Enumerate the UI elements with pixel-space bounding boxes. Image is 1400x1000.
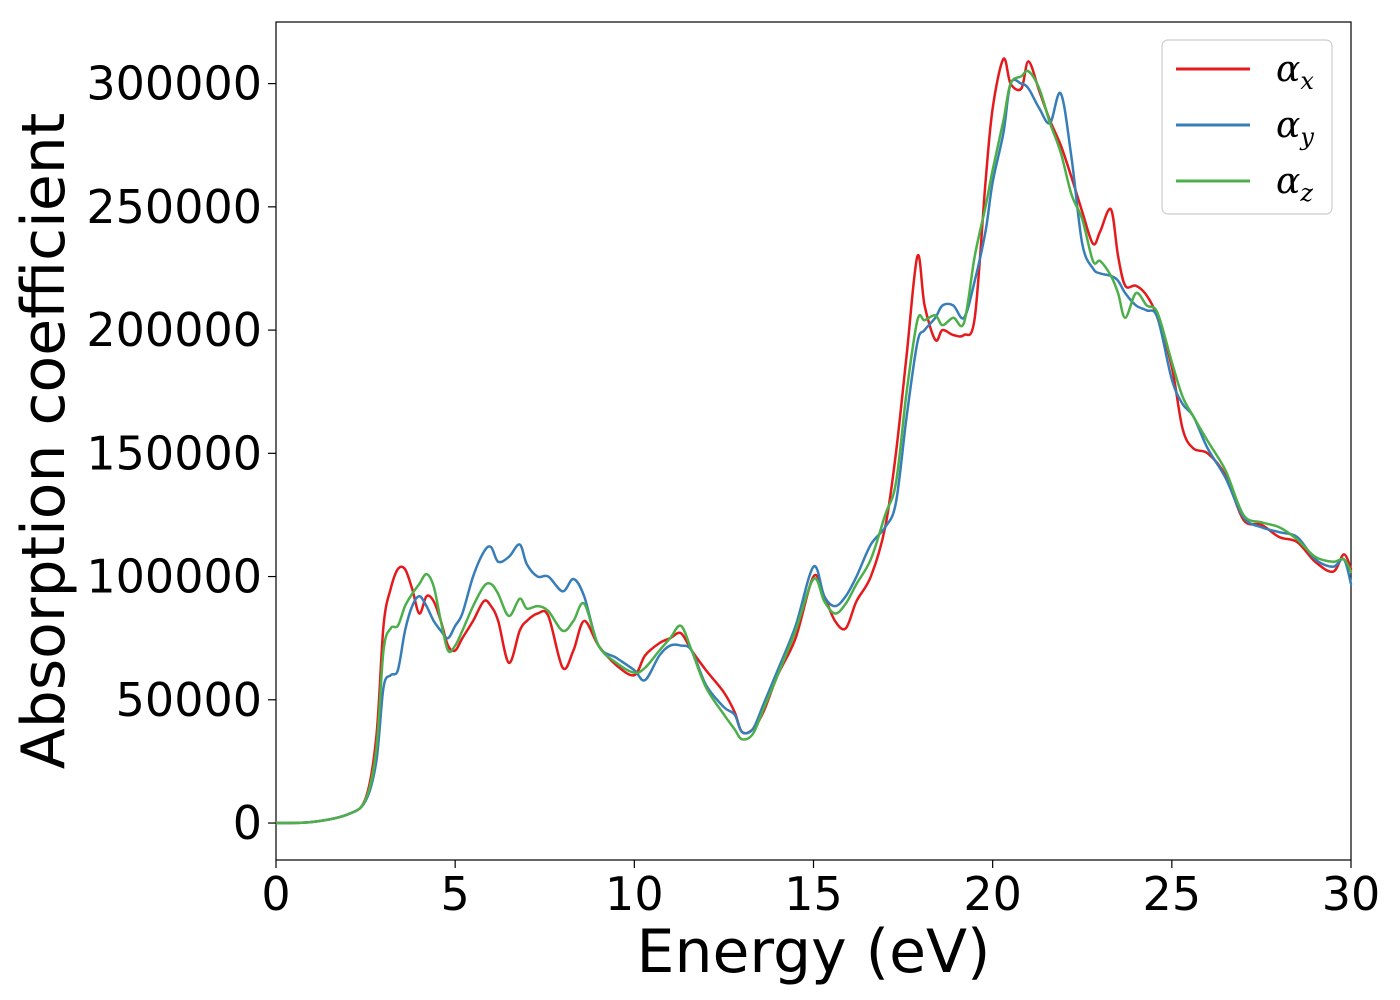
y-axis-ticks: 0 50000 100000 150000 200000 250000 300000: [86, 57, 276, 850]
x-tick-label: 5: [441, 867, 470, 921]
x-axis-label: Energy (eV): [637, 917, 991, 987]
legend-symbol: α: [1276, 105, 1300, 146]
x-tick-label: 0: [261, 867, 290, 921]
series-line-z: [274, 69, 1353, 825]
legend-subscript: y: [1299, 123, 1314, 151]
legend-entry-z: αz: [1276, 161, 1313, 207]
legend-entry-x: αx: [1276, 49, 1314, 95]
legend-subscript: x: [1300, 67, 1314, 95]
y-axis-label: Absorption coefficient: [9, 113, 79, 770]
legend-entry-y: αy: [1276, 105, 1314, 151]
legend-symbol: α: [1276, 49, 1300, 90]
x-tick-label: 15: [784, 867, 843, 921]
legend-box: [1161, 39, 1333, 215]
y-tick-label: 300000: [86, 57, 262, 111]
x-tick-label: 30: [1322, 867, 1381, 921]
legend-subscript: z: [1299, 179, 1313, 207]
y-tick-label: 150000: [86, 426, 262, 480]
legend-symbol: α: [1276, 161, 1300, 202]
series-layer: [274, 57, 1353, 825]
y-tick-label: 200000: [86, 303, 262, 357]
y-tick-label: 100000: [86, 550, 262, 604]
x-tick-label: 10: [605, 867, 664, 921]
x-axis-ticks: 0 5 10 15 20 25 30: [261, 860, 1380, 921]
y-tick-label: 0: [233, 796, 262, 850]
x-tick-label: 20: [963, 867, 1022, 921]
x-tick-label: 25: [1143, 867, 1202, 921]
y-tick-label: 50000: [116, 673, 262, 727]
y-tick-label: 250000: [86, 180, 262, 234]
